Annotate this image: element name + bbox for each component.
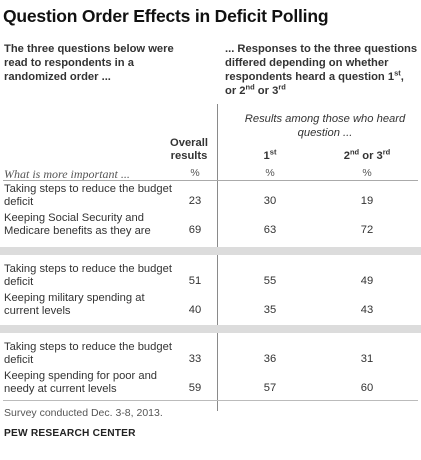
value-overall: 23 [188, 195, 202, 207]
value-first: 30 [263, 195, 277, 207]
source-credit: PEW RESEARCH CENTER [4, 428, 136, 439]
value-first: 57 [263, 382, 277, 394]
col-header-overall: Overall results [170, 137, 208, 162]
row-label: Taking steps to reduce the budget defici… [4, 183, 172, 208]
header-rule [3, 180, 418, 181]
value-second-third: 49 [360, 275, 374, 287]
value-overall: 40 [188, 304, 202, 316]
pct-symbol-overall: % [190, 167, 200, 179]
value-overall: 59 [188, 382, 202, 394]
pct-symbol-first: % [265, 167, 275, 179]
column-divider [217, 104, 218, 411]
value-second-third: 31 [360, 353, 374, 365]
value-first: 35 [263, 304, 277, 316]
row-label: Keeping spending for poor and needy at c… [4, 370, 158, 395]
value-overall: 69 [188, 224, 202, 236]
value-second-third: 43 [360, 304, 374, 316]
pct-symbol-second-third: % [362, 167, 372, 179]
value-first: 36 [263, 353, 277, 365]
row-header: What is more important ... [4, 167, 130, 181]
intro-left-text: The three questions below were read to r… [4, 43, 174, 83]
value-second-third: 72 [360, 224, 374, 236]
intro-right-text: ... Responses to the three questions dif… [225, 43, 418, 97]
value-first: 55 [263, 275, 277, 287]
col-header-second-third: 2nd or 3rd [343, 147, 391, 162]
value-first: 63 [263, 224, 277, 236]
subgroup-header: Results among those who heard question .… [244, 113, 406, 139]
value-second-third: 60 [360, 382, 374, 394]
col-header-first: 1st [263, 147, 277, 162]
survey-note: Survey conducted Dec. 3-8, 2013. [4, 407, 163, 419]
bottom-rule [3, 400, 418, 401]
row-label: Keeping Social Security and Medicare ben… [4, 212, 151, 237]
chart-title: Question Order Effects in Deficit Pollin… [3, 6, 329, 26]
value-second-third: 19 [360, 195, 374, 207]
group-separator-band [0, 325, 421, 333]
row-label: Keeping military spending at current lev… [4, 292, 145, 317]
group-separator-band [0, 247, 421, 255]
value-overall: 51 [188, 275, 202, 287]
value-overall: 33 [188, 353, 202, 365]
row-label: Taking steps to reduce the budget defici… [4, 341, 172, 366]
row-label: Taking steps to reduce the budget defici… [4, 263, 172, 288]
